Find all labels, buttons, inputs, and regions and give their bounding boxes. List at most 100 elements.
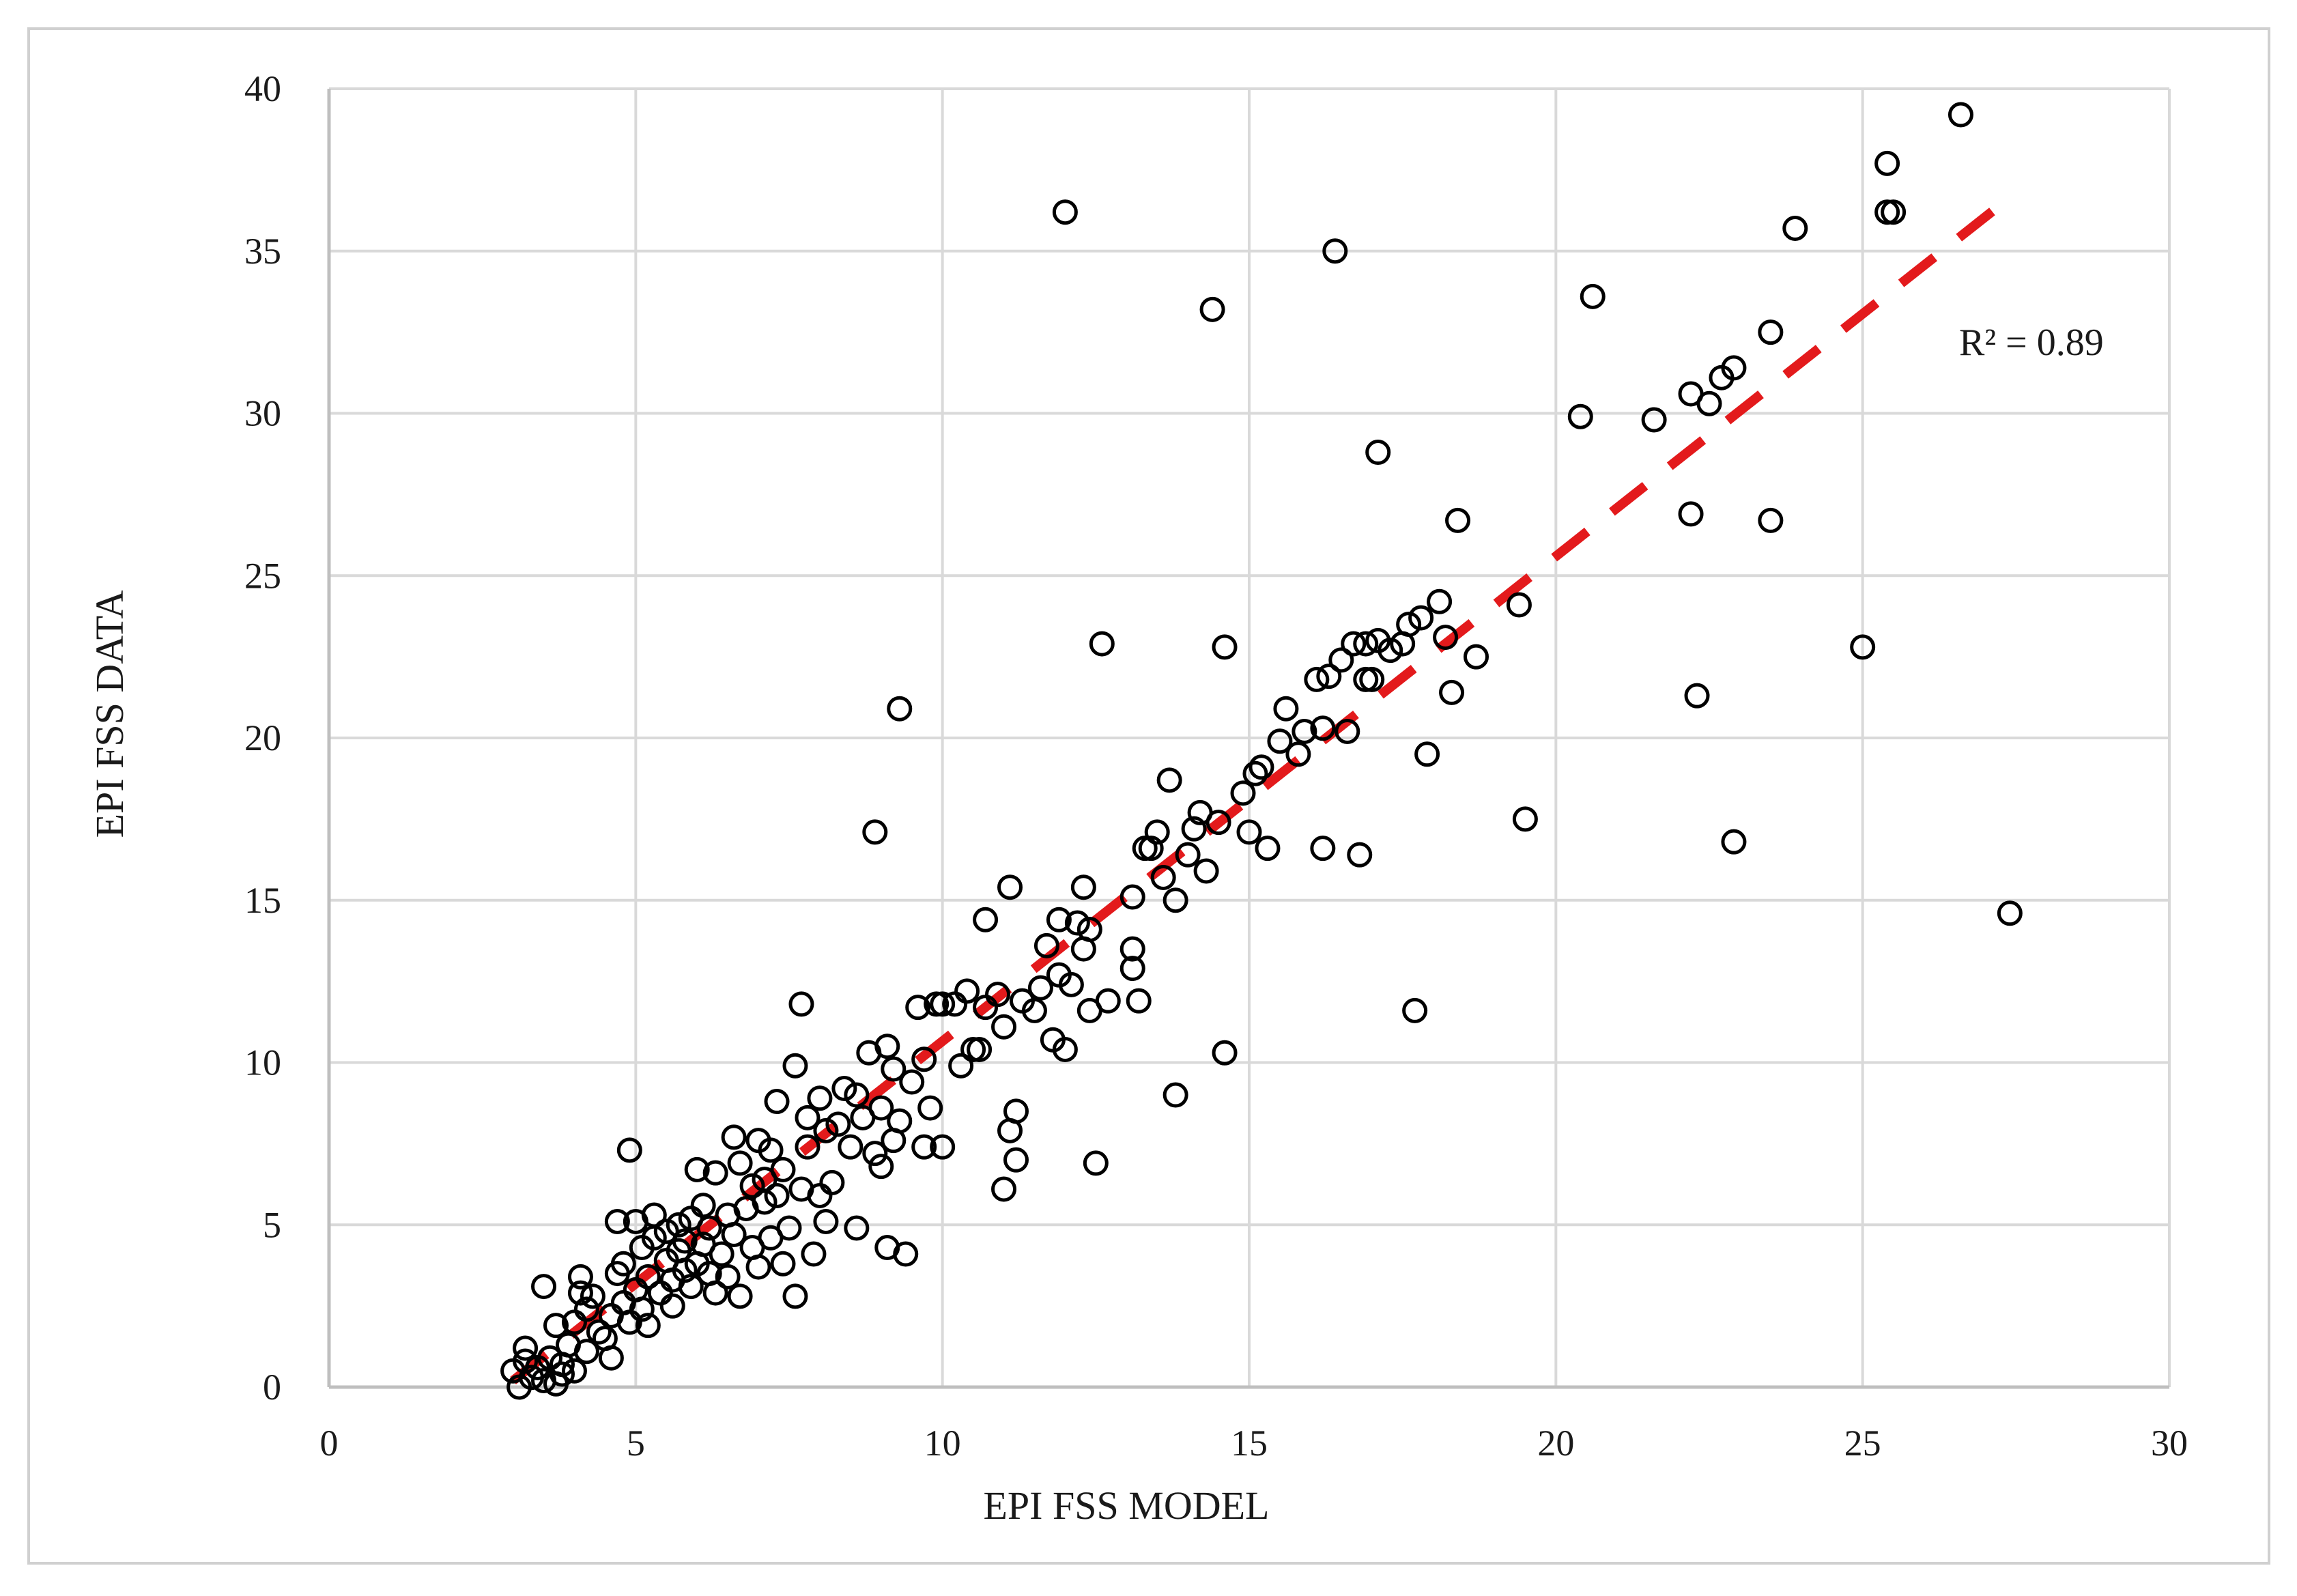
data-point bbox=[573, 1339, 599, 1365]
y-tick-label: 35 bbox=[244, 231, 281, 272]
data-point bbox=[1335, 718, 1360, 744]
data-point bbox=[513, 1348, 539, 1374]
data-point bbox=[610, 1251, 636, 1277]
data-point bbox=[825, 1111, 851, 1137]
data-point bbox=[635, 1313, 661, 1339]
data-point bbox=[1948, 102, 1973, 128]
data-point bbox=[1512, 806, 1538, 832]
data-point bbox=[954, 978, 980, 1004]
data-point bbox=[795, 1134, 821, 1160]
data-point bbox=[1064, 910, 1090, 936]
data-point bbox=[1033, 932, 1059, 958]
y-tick-label: 30 bbox=[244, 393, 281, 434]
data-point bbox=[1070, 874, 1096, 900]
data-point bbox=[1027, 975, 1053, 1001]
data-point bbox=[1427, 588, 1453, 614]
data-point bbox=[531, 1274, 557, 1300]
data-point bbox=[1230, 780, 1256, 806]
data-point bbox=[1304, 666, 1330, 692]
data-point bbox=[1156, 767, 1182, 793]
data-point bbox=[911, 1134, 937, 1160]
data-point bbox=[844, 1082, 870, 1108]
data-point bbox=[905, 995, 931, 1021]
data-point bbox=[770, 1156, 796, 1182]
data-point bbox=[549, 1361, 575, 1387]
data-point bbox=[1089, 631, 1115, 657]
data-point bbox=[997, 874, 1023, 900]
data-point bbox=[1341, 631, 1367, 657]
data-point bbox=[1058, 971, 1084, 997]
data-point bbox=[782, 1053, 808, 1079]
data-point bbox=[739, 1173, 765, 1199]
data-point bbox=[684, 1156, 710, 1182]
data-point bbox=[1249, 754, 1274, 780]
data-point bbox=[567, 1264, 593, 1289]
data-point bbox=[580, 1283, 605, 1309]
data-point bbox=[874, 1034, 900, 1059]
data-point bbox=[1378, 638, 1403, 664]
data-point bbox=[1126, 988, 1152, 1014]
data-point bbox=[641, 1202, 667, 1228]
data-point bbox=[573, 1296, 599, 1322]
data-point bbox=[1414, 741, 1440, 767]
data-point bbox=[1150, 864, 1176, 890]
data-point bbox=[1199, 296, 1225, 322]
data-point bbox=[795, 1105, 821, 1130]
y-tick-label: 25 bbox=[244, 555, 281, 596]
data-point bbox=[868, 1095, 894, 1121]
data-point bbox=[893, 1241, 919, 1267]
data-point bbox=[807, 1085, 833, 1111]
data-point bbox=[1347, 842, 1373, 868]
data-point bbox=[1439, 679, 1465, 705]
data-point bbox=[1402, 997, 1428, 1023]
data-point bbox=[678, 1274, 704, 1300]
data-point bbox=[635, 1264, 661, 1289]
data-point bbox=[586, 1319, 612, 1345]
data-point bbox=[1758, 319, 1784, 345]
data-point bbox=[1205, 810, 1231, 836]
data-point bbox=[567, 1280, 593, 1306]
data-points bbox=[500, 102, 2023, 1400]
y-tick-label: 5 bbox=[263, 1204, 281, 1245]
data-point bbox=[1273, 696, 1299, 722]
data-point bbox=[991, 1014, 1017, 1040]
data-point bbox=[831, 1076, 857, 1102]
data-point bbox=[788, 991, 814, 1017]
data-point bbox=[862, 819, 888, 845]
data-point bbox=[1580, 283, 1606, 309]
x-tick-label: 0 bbox=[320, 1423, 339, 1464]
data-point bbox=[1052, 199, 1078, 225]
data-point bbox=[1255, 836, 1281, 861]
data-point bbox=[801, 1241, 827, 1267]
data-point bbox=[672, 1257, 698, 1283]
data-point bbox=[758, 1137, 784, 1163]
data-point bbox=[561, 1358, 587, 1384]
x-tick-label: 10 bbox=[924, 1423, 961, 1464]
data-point bbox=[1881, 199, 1907, 225]
data-point bbox=[1119, 956, 1145, 982]
data-point bbox=[1464, 644, 1489, 670]
r-squared-annotation: R² = 0.89 bbox=[1959, 322, 2104, 364]
data-point bbox=[917, 1095, 943, 1121]
data-point bbox=[690, 1193, 716, 1219]
data-point bbox=[1162, 887, 1188, 913]
data-point bbox=[1267, 728, 1293, 754]
data-point bbox=[672, 1228, 698, 1254]
data-point bbox=[991, 1176, 1017, 1202]
data-point bbox=[764, 1182, 790, 1208]
data-point bbox=[1119, 884, 1145, 910]
axes bbox=[327, 89, 2169, 1389]
tick-labels: 0 5 10 15 20 25 30 0 5 10 15 20 25 30 35 40 bbox=[244, 68, 2188, 1464]
data-point bbox=[973, 907, 999, 932]
data-point bbox=[770, 1251, 796, 1277]
x-tick-label: 5 bbox=[627, 1423, 645, 1464]
y-tick-label: 10 bbox=[244, 1042, 281, 1083]
data-point bbox=[1193, 858, 1219, 884]
data-point bbox=[1359, 666, 1385, 692]
data-point bbox=[1445, 507, 1471, 533]
data-point bbox=[1052, 1036, 1078, 1062]
x-tick-label: 20 bbox=[1537, 1423, 1574, 1464]
x-axis-title: EPI FSS MODEL bbox=[984, 1483, 1270, 1528]
